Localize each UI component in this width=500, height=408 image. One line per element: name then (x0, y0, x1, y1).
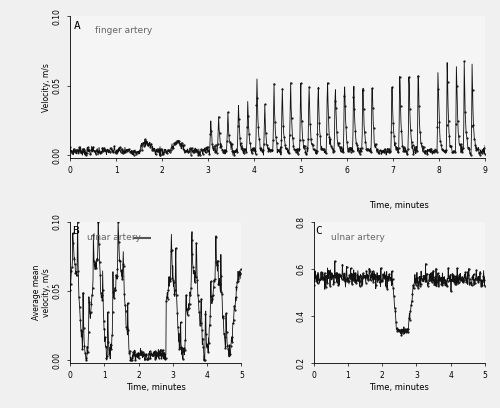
Text: B: B (72, 226, 78, 236)
Y-axis label: Velocity, m/s: Velocity, m/s (42, 63, 51, 111)
Text: ulnar artery: ulnar artery (330, 233, 384, 242)
X-axis label: Time, minutes: Time, minutes (370, 383, 429, 392)
Text: finger artery: finger artery (95, 26, 152, 35)
Y-axis label: Average mean
velocity, m/s: Average mean velocity, m/s (32, 265, 52, 320)
Text: C: C (315, 226, 322, 236)
X-axis label: Time, minutes: Time, minutes (126, 383, 186, 392)
Text: A: A (74, 20, 81, 31)
Text: ulnar artery: ulnar artery (87, 233, 141, 242)
Text: Time, minutes: Time, minutes (370, 201, 429, 210)
